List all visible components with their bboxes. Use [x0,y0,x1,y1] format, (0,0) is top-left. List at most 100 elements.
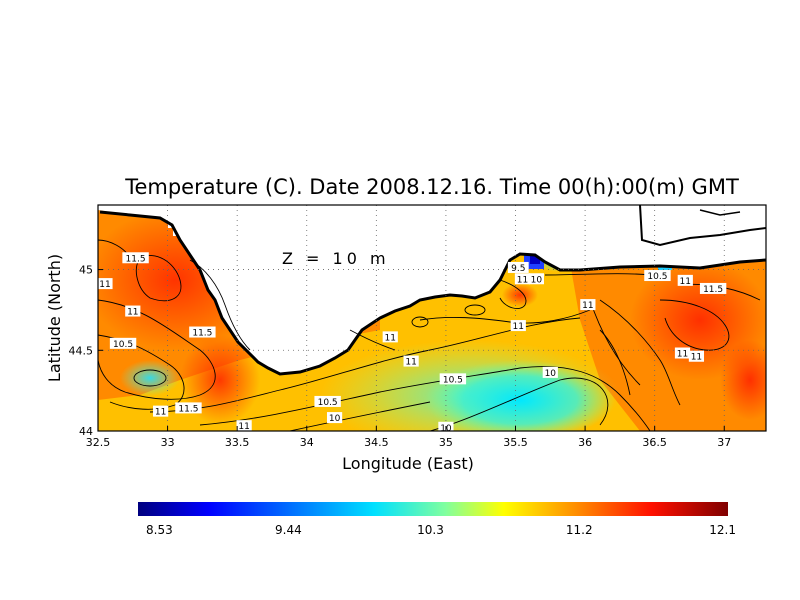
colorbar-tick-label: 8.53 [146,523,173,537]
contour-label-bg [125,305,141,317]
plot-frame [97,204,767,432]
contour-label: 11 [236,420,252,432]
y-tick-label: 44.5 [69,344,94,357]
contour-label-bg [514,273,531,285]
contour-label-bg [122,252,149,264]
contour-label-text: 11 [155,408,166,418]
contour-label-text: 11 [582,301,593,311]
x-axis-label: Longitude (East) [342,454,474,473]
contour-label-text: 11 [677,350,688,360]
contour-label-bg [109,337,137,349]
contour-label-text: 11 [691,353,702,363]
colorbar-tick-label: 10.3 [417,523,444,537]
contour-label: 11 [382,331,398,343]
contour-label-text: 11 [405,358,416,368]
contour-label: 10 [542,366,558,379]
contour-label: 11.5 [122,252,149,264]
x-axis-ticks: 32.5 33 33.5 34 34.5 35 35.5 36 36.5 37 [86,426,731,449]
y-axis-ticks: 44 44.5 45 [69,264,103,438]
contour-label: 11 [125,305,141,318]
contour-label-text: 11.5 [703,285,723,295]
contour-label-bg [326,412,343,424]
contour-label: 10.5 [644,270,671,282]
x-tick-label: 34.5 [364,436,389,449]
contour-label: 11 [153,405,169,418]
contour-label-text: 10 [531,275,543,285]
x-tick-label: 35 [439,436,453,449]
contour-label-text: 11 [99,280,110,290]
contour-label-text: 11 [517,275,528,285]
contour-label: 11.5 [699,282,727,295]
colorbar-tick-label: 12.1 [709,523,736,537]
y-tick-label: 45 [79,264,93,277]
contour-label-text: 11.5 [178,404,198,414]
contour-label-bg [98,278,113,290]
contour-label: 11 [514,273,531,285]
x-tick-label: 36 [578,436,592,449]
y-tick-label: 44 [79,425,93,438]
contour-label: 11 [98,278,113,290]
contour-label-bg [175,402,202,414]
contour-label: 11.5 [189,326,216,339]
contour-label-text: 11 [513,322,524,332]
contour-label: 11 [403,355,419,368]
contour-label-bg [528,273,544,285]
contour-label: 10.5 [439,373,467,385]
contour-label-text: 10 [545,369,557,379]
contour-label-text: 11.5 [126,254,146,264]
contour-label-bg [688,350,705,362]
contour-label: 11 [674,347,691,360]
x-tick-label: 36.5 [642,436,667,449]
contour-label-bg [439,373,467,385]
contour-label-text: 10.5 [113,340,133,350]
contour-label-bg [674,347,691,359]
y-axis-label: Latitude (North) [45,254,64,382]
contour-label-bg [699,282,727,294]
contour-label-bg [314,395,341,407]
contour-label-bg [153,405,169,417]
contour-label-bg [510,320,526,332]
contour-label: 11 [510,320,526,332]
x-tick-label: 33 [161,436,175,449]
contour-label-bg [580,299,596,311]
x-tick-label: 34 [300,436,314,449]
contour-label-text: 11 [127,308,138,318]
x-tick-label: 35.5 [503,436,528,449]
contour-label-bg [542,366,558,378]
x-tick-label: 32.5 [86,436,111,449]
contour-label-text: 11 [385,333,396,343]
contour-label-text: 10 [329,414,341,424]
contour-label-bg [507,261,529,273]
contour-label-bg [382,331,398,343]
contour-label: 9.5 [507,261,529,274]
x-tick-label: 37 [717,436,731,449]
contour-label-bg [189,326,216,338]
contour-label: 11 [688,350,705,363]
contour-label: 10 [326,412,343,424]
contour-label-bg [403,355,419,367]
contour-label: 11.5 [175,402,202,414]
contour-label-bg [236,420,252,431]
contour-label-bg [644,270,671,282]
chart-title: Temperature (C). Date 2008.12.16. Time 0… [124,175,739,199]
x-tick-label: 33.5 [225,436,250,449]
contour-label-text: 11 [680,277,691,287]
colorbar-tick-label: 11.2 [566,523,593,537]
contour-label-text: 11.5 [192,329,212,339]
contour-label: 10 [528,273,544,285]
contour-label: 10.5 [314,395,341,408]
colorbar-ticks: 8.53 9.44 10.3 11.2 12.1 [146,523,736,537]
colorbar [138,502,728,516]
contour-label-bg [677,274,693,286]
contour-label-text: 11 [238,422,249,432]
contour-label: 10.5 [109,337,137,350]
contour-label: 11 [677,274,693,287]
contour-label-text: 10.5 [647,272,667,282]
contour-label-text: 10.5 [443,375,463,385]
contour-label: 11 [580,299,596,311]
contour-label-text: 10.5 [318,398,338,408]
colorbar-tick-label: 9.44 [275,523,302,537]
